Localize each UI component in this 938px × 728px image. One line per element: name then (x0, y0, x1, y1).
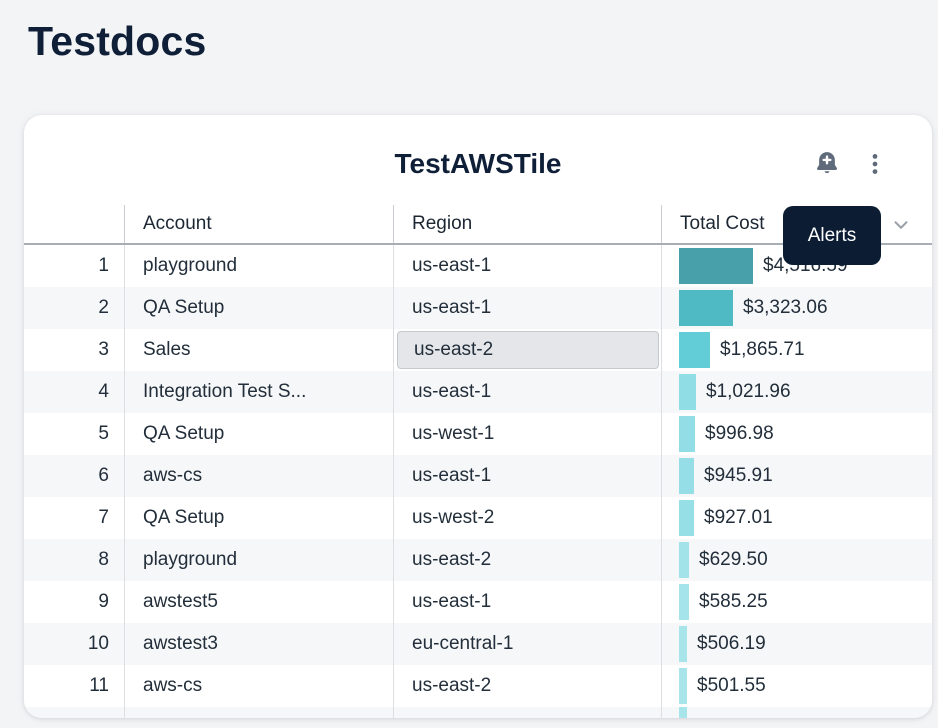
total-cost-cell[interactable]: $501.55 (661, 665, 932, 707)
total-cost-cell[interactable]: $1,021.96 (661, 371, 932, 413)
total-cost-cell[interactable]: $927.01 (661, 497, 932, 539)
total-cost-cell[interactable]: $945.91 (661, 455, 932, 497)
region-cell (393, 707, 661, 718)
row-index: 3 (98, 339, 109, 360)
total-cost-cell[interactable]: $629.50 (661, 539, 932, 581)
cost-value: $945.91 (704, 465, 773, 486)
row-index: 4 (98, 381, 109, 402)
header-account[interactable]: Account (124, 205, 393, 243)
table-row: 2 QA Setup us-east-1 $3,323.06 (24, 287, 932, 329)
region-cell[interactable]: us-west-2 (393, 497, 661, 539)
table-row: 10 awstest3 eu-central-1 $506.19 (24, 623, 932, 665)
row-index: 8 (98, 549, 109, 570)
region-cell[interactable]: us-east-1 (393, 455, 661, 497)
chevron-down-icon[interactable] (890, 214, 912, 242)
cost-value: $585.25 (699, 591, 768, 612)
total-cost-cell[interactable]: $996.98 (661, 413, 932, 455)
region-cell[interactable]: us-east-1 (393, 581, 661, 623)
kebab-menu-icon (862, 151, 888, 180)
selected-cell[interactable]: us-east-2 (397, 331, 659, 369)
tile-menu-button[interactable] (858, 148, 892, 182)
row-index: 10 (87, 633, 109, 654)
cost-bar (679, 542, 689, 578)
row-index: 7 (98, 507, 109, 528)
account-cell[interactable]: aws-cs (124, 455, 393, 497)
table-row: 6 aws-cs us-east-1 $945.91 (24, 455, 932, 497)
cost-bar (679, 458, 694, 494)
cost-bar (679, 290, 733, 326)
cost-bar (679, 668, 687, 704)
cost-bar (679, 248, 753, 284)
region-cell[interactable]: us-west-1 (393, 413, 661, 455)
account-cell[interactable]: Sales (124, 329, 393, 371)
total-cost-cell[interactable]: $1,865.71 (661, 329, 932, 371)
region-cell[interactable]: us-east-1 (393, 245, 661, 287)
total-cost-cell[interactable]: $585.25 (661, 581, 932, 623)
header-region[interactable]: Region (393, 205, 661, 243)
total-cost-cell[interactable]: $3,323.06 (661, 287, 932, 329)
row-index (24, 707, 124, 718)
table-body: 1 playground us-east-1 $4,516.59 2 QA Setup us… (24, 245, 932, 718)
cost-value: $996.98 (705, 423, 774, 444)
row-index: 6 (98, 465, 109, 486)
cost-value: $506.19 (697, 633, 766, 654)
alerts-button[interactable] (810, 148, 844, 182)
account-cell[interactable]: playground (124, 539, 393, 581)
row-index: 1 (98, 255, 109, 276)
cost-bar (679, 707, 687, 718)
region-cell[interactable]: us-east-2 (393, 665, 661, 707)
table-row: 4 Integration Test S... us-east-1 $1,021.96 (24, 371, 932, 413)
table-row: 7 QA Setup us-west-2 $927.01 (24, 497, 932, 539)
table-row: 9 awstest5 us-east-1 $585.25 (24, 581, 932, 623)
cost-value: $1,021.96 (706, 381, 791, 402)
table-row: 8 playground us-east-2 $629.50 (24, 539, 932, 581)
region-cell[interactable]: us-east-1 (393, 287, 661, 329)
cost-value: $501.55 (697, 675, 766, 696)
cost-bar (679, 584, 689, 620)
cost-value: $629.50 (699, 549, 768, 570)
account-cell[interactable]: playground (124, 245, 393, 287)
region-cell[interactable]: us-east-2 (393, 329, 661, 371)
cost-value: $1,865.71 (720, 339, 805, 360)
table-row: 11 aws-cs us-east-2 $501.55 (24, 665, 932, 707)
cost-bar (679, 500, 694, 536)
cost-bar (679, 374, 696, 410)
cost-value: $3,323.06 (743, 297, 828, 318)
region-cell[interactable]: eu-central-1 (393, 623, 661, 665)
account-cell[interactable]: awstest5 (124, 581, 393, 623)
region-cell[interactable]: us-east-1 (393, 371, 661, 413)
header-total-cost[interactable]: Total Cost (661, 205, 932, 243)
table-row-partial (24, 707, 932, 718)
account-cell[interactable]: QA Setup (124, 287, 393, 329)
bell-plus-icon (812, 149, 842, 182)
row-index: 2 (98, 297, 109, 318)
table-header: Account Region Total Cost (24, 205, 932, 245)
row-index: 9 (98, 591, 109, 612)
cost-bar (679, 332, 710, 368)
tile-title: TestAWSTile (394, 148, 562, 179)
page-title: Testdocs (28, 18, 207, 64)
account-cell[interactable]: Integration Test S... (124, 371, 393, 413)
row-index: 5 (98, 423, 109, 444)
cost-bar (679, 626, 687, 662)
table-row: 1 playground us-east-1 $4,516.59 (24, 245, 932, 287)
total-cost-cell (661, 707, 932, 718)
alerts-tooltip: Alerts (783, 206, 881, 265)
account-cell[interactable]: aws-cs (124, 665, 393, 707)
account-cell[interactable]: QA Setup (124, 497, 393, 539)
cost-value: $927.01 (704, 507, 773, 528)
account-cell[interactable]: QA Setup (124, 413, 393, 455)
account-cell (124, 707, 393, 718)
tile-header: TestAWSTile (24, 115, 932, 205)
account-cell[interactable]: awstest3 (124, 623, 393, 665)
cost-bar (679, 416, 695, 452)
alerts-tooltip-label: Alerts (807, 224, 857, 246)
region-cell[interactable]: us-east-2 (393, 539, 661, 581)
table-row: 5 QA Setup us-west-1 $996.98 (24, 413, 932, 455)
table-row: 3 Sales us-east-2 $1,865.71 (24, 329, 932, 371)
dashboard-tile: TestAWSTile Alerts Ac (24, 115, 932, 718)
total-cost-cell[interactable]: $506.19 (661, 623, 932, 665)
row-index: 11 (89, 675, 109, 696)
header-index (24, 205, 124, 243)
